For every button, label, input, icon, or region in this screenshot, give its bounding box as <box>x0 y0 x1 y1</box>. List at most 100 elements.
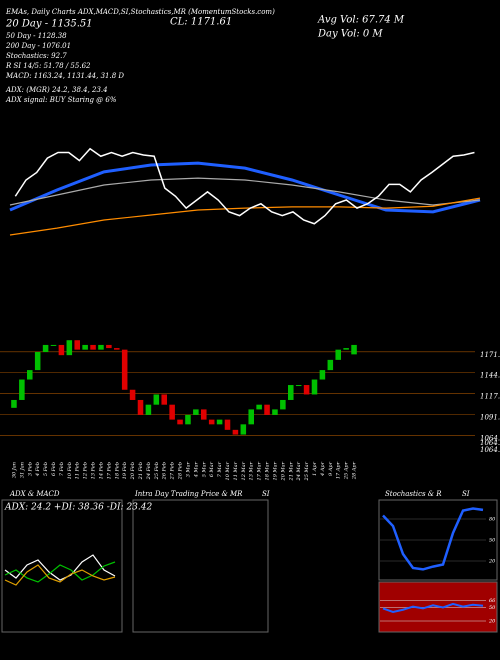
candle <box>280 399 286 410</box>
candle <box>74 340 80 350</box>
x-tick-label: 26 Feb <box>162 462 168 480</box>
intraday-title: Intra Day Trading Price & MR <box>134 490 243 498</box>
stoch-label: Stochastics: 92.7 <box>6 52 67 60</box>
candle <box>240 424 247 435</box>
x-tick-label: 25 Apr <box>344 461 350 480</box>
x-tick-label: 3 Feb <box>27 462 33 476</box>
ma-line <box>9 197 481 236</box>
x-tick-label: 4 Mar <box>193 461 199 478</box>
candle <box>335 349 341 360</box>
x-tick-label: 27 Feb <box>170 462 176 480</box>
adx-values: ADX: 24.2 +DI: 38.36 -DI: 23.42 <box>4 503 152 513</box>
x-tick-label: 20 Feb <box>130 462 136 480</box>
rsi-label: R SI 14/5: 51.78 / 55.62 <box>5 62 91 70</box>
intraday-suffix: SI <box>262 490 270 498</box>
x-tick-label: 13 Mar <box>249 461 255 480</box>
candle <box>66 340 73 356</box>
x-tick-label: 7 Mar <box>217 461 223 477</box>
x-tick-label: 18 Mar <box>265 461 271 480</box>
candle <box>224 419 231 430</box>
candle <box>58 344 65 356</box>
ma-line <box>9 161 481 214</box>
candle <box>351 344 357 355</box>
x-tick-label: 10 Mar <box>225 461 231 480</box>
candle <box>177 419 183 425</box>
rsi-line <box>382 602 484 614</box>
x-tick-label: 31 Jan <box>19 462 25 478</box>
ma50-label: 50 Day - 1128.38 <box>6 32 67 40</box>
candle <box>185 414 191 425</box>
y-tick-label: 66 <box>489 598 496 604</box>
candle <box>256 404 262 410</box>
candle <box>145 404 152 415</box>
avg-vol: Avg Vol: 67.74 M <box>317 15 405 26</box>
y-tick-label: 1144.63 <box>480 372 500 380</box>
stoch-line <box>382 507 484 571</box>
y-tick-label: 1117.99 <box>480 393 500 401</box>
candle <box>232 429 239 435</box>
x-tick-label: 19 Mar <box>272 461 278 480</box>
x-tick-label: 17 Mar <box>257 461 263 480</box>
adx-panel <box>1 499 123 633</box>
x-tick-label: 5 Mar <box>201 461 207 477</box>
adx-line <box>4 554 116 581</box>
x-tick-label: 9 Apr <box>328 461 334 476</box>
adx-title: ADX & MACD <box>9 490 60 498</box>
y-tick-label: 1064.75 <box>480 446 500 454</box>
x-tick-label: 5 Feb <box>43 462 49 476</box>
adx-text: ADX: (MGR) 24.2, 38.4, 23.4 <box>5 86 108 94</box>
y-tick-label: 20 <box>488 619 496 625</box>
y-tick-label: 50 <box>489 538 496 544</box>
candle <box>193 409 199 415</box>
candle <box>248 409 254 425</box>
candle <box>82 344 88 350</box>
x-tick-label: 14 Feb <box>98 462 104 479</box>
x-tick-label: 4 Feb <box>35 462 41 477</box>
candle <box>201 409 207 420</box>
x-tick-label: 7 Feb <box>59 462 65 476</box>
close-label: CL: 1171.61 <box>170 17 232 28</box>
x-tick-label: 11 Mar <box>233 461 239 480</box>
x-tick-label: 24 Feb <box>146 462 152 480</box>
ma20-label: 20 Day - 1135.51 <box>5 19 93 30</box>
price-line <box>14 147 475 225</box>
x-tick-label: 25 Mar <box>304 461 310 481</box>
candle <box>311 379 318 395</box>
x-tick-label: 4 Apr <box>320 461 326 477</box>
adx-signal: ADX signal: BUY Staring @ 6% <box>5 96 117 104</box>
candle <box>121 349 128 390</box>
x-tick-label: 3 Mar <box>185 461 191 477</box>
x-tick-label: 20 Mar <box>280 461 286 481</box>
candle <box>327 359 334 371</box>
candle <box>264 404 270 415</box>
x-tick-label: 10 Feb <box>67 462 73 479</box>
candle <box>42 344 49 353</box>
candle <box>295 385 302 387</box>
candle <box>98 344 104 350</box>
candle <box>106 344 112 349</box>
x-tick-label: 17 Apr <box>336 461 342 479</box>
x-tick-label: 13 Feb <box>91 462 97 479</box>
ma200-label: 200 Day - 1076.01 <box>5 42 71 50</box>
header: EMAs, Daily Charts ADX,MACD,SI,Stochasti… <box>5 8 275 16</box>
y-tick-label: 1064.25 <box>480 439 500 447</box>
x-tick-label: 21 Feb <box>138 462 144 480</box>
adx-line <box>4 561 116 583</box>
stoch-title: Stochastics & R <box>385 490 442 498</box>
candle <box>19 379 25 400</box>
intraday-panel <box>132 499 269 633</box>
x-tick-label: 19 Feb <box>122 462 128 479</box>
x-tick-label: 12 Feb <box>83 462 89 479</box>
candle <box>114 348 120 350</box>
y-tick-label: 50 <box>489 605 496 611</box>
x-tick-label: 1 Apr <box>312 461 318 476</box>
x-tick-label: 21 Mar <box>288 461 294 481</box>
x-tick-label: 28 Feb <box>178 462 184 480</box>
candle <box>90 344 96 350</box>
candle <box>216 419 223 425</box>
candle <box>169 404 175 420</box>
x-tick-label: 18 Feb <box>114 462 120 479</box>
x-tick-label: 12 Mar <box>241 461 247 480</box>
x-tick-label: 6 Mar <box>209 461 215 477</box>
